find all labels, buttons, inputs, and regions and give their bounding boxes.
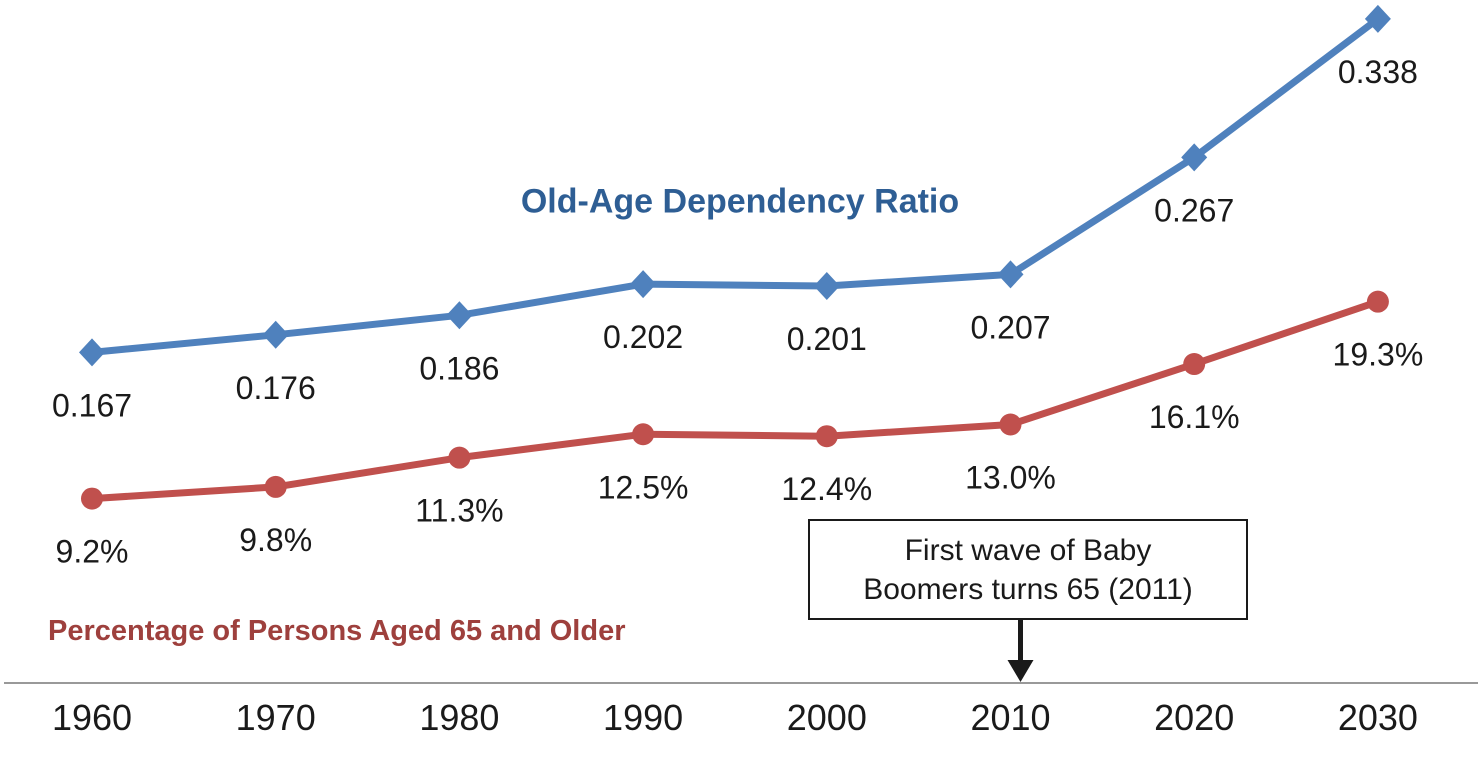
data-point-circle <box>815 425 838 448</box>
x-tick-label: 2000 <box>787 697 867 738</box>
data-point-diamond <box>79 338 105 367</box>
data-label: 16.1% <box>1149 399 1240 435</box>
annotation-text-line1: First wave of Baby <box>904 533 1152 567</box>
data-label: 0.202 <box>603 319 683 355</box>
annotation-baby-boomers-box: First wave of Baby Boomers turns 65 (201… <box>808 519 1248 620</box>
data-point-diamond <box>813 272 840 301</box>
annotation-text-line2: Boomers turns 65 (2011) <box>863 572 1193 606</box>
data-label: 19.3% <box>1333 337 1424 373</box>
annotation-arrow-head <box>1007 660 1034 682</box>
data-point-diamond <box>262 320 289 349</box>
x-tick-label: 1960 <box>52 697 132 738</box>
x-tick-label: 2030 <box>1338 697 1418 738</box>
series-label-percent-65-older: Percentage of Persons Aged 65 and Older <box>48 615 626 647</box>
data-label: 12.4% <box>781 471 872 507</box>
data-point-circle <box>448 446 471 469</box>
data-label: 13.0% <box>965 460 1056 496</box>
x-tick-label: 2020 <box>1154 697 1234 738</box>
data-label: 0.267 <box>1154 192 1234 228</box>
data-point-diamond <box>1181 143 1208 172</box>
data-label: 11.3% <box>415 493 503 529</box>
data-point-circle <box>632 423 655 446</box>
x-tick-label: 1990 <box>603 697 683 738</box>
data-point-circle <box>81 487 103 510</box>
data-label: 9.8% <box>239 522 312 558</box>
data-label: 0.167 <box>52 387 132 423</box>
data-point-circle <box>264 475 287 498</box>
series-label-old-age-dependency-ratio: Old-Age Dependency Ratio <box>520 182 960 221</box>
data-point-diamond <box>630 270 657 299</box>
x-tick-label: 1970 <box>236 697 316 738</box>
x-tick-label: 1980 <box>419 697 499 738</box>
data-label: 0.176 <box>236 370 316 406</box>
data-point-diamond <box>1364 4 1391 33</box>
data-point-diamond <box>997 260 1024 289</box>
data-label: 0.201 <box>787 321 867 357</box>
data-point-diamond <box>446 301 473 330</box>
data-label: 0.207 <box>970 309 1050 345</box>
data-point-circle <box>1366 290 1389 313</box>
series-line-1 <box>88 298 1382 503</box>
x-tick-label: 2010 <box>970 697 1050 738</box>
data-point-circle <box>999 413 1022 436</box>
data-label: 0.338 <box>1338 54 1418 90</box>
series-line-0 <box>88 15 1382 356</box>
data-label: 12.5% <box>598 469 689 505</box>
data-point-circle <box>1183 353 1206 376</box>
data-label: 0.186 <box>419 350 499 386</box>
data-label: 9.2% <box>56 534 129 570</box>
